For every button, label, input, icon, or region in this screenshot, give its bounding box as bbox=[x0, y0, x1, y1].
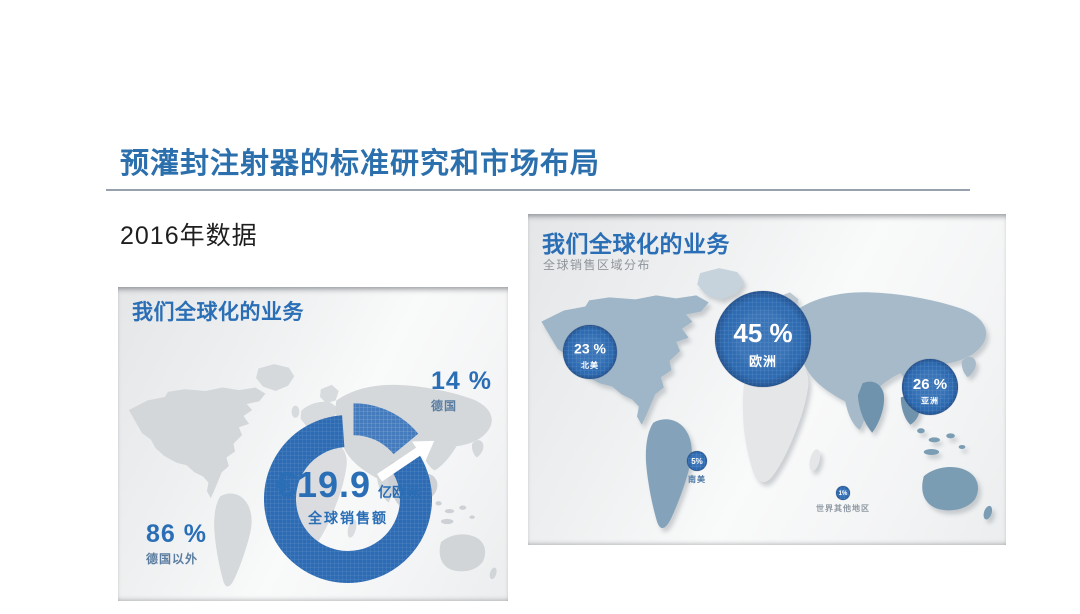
region-bubble-3: 5% 南美 bbox=[686, 450, 708, 484]
total-sales-label: 全球销售额 bbox=[308, 510, 388, 526]
germany-label: 德国 bbox=[431, 399, 458, 413]
region-bubble-2: 26 % 亚洲 bbox=[901, 358, 959, 416]
region-label: 北美 bbox=[581, 360, 599, 370]
page-title: 预灌封注射器的标准研究和市场布局 bbox=[120, 148, 601, 180]
total-sales-value: €19.9 bbox=[275, 464, 372, 505]
region-label: 世界其他地区 bbox=[816, 503, 870, 513]
region-bubble-chart: 45 % 欧洲 23 % 北美 26 % 亚洲 5% 南美 1% 世界其他地区 bbox=[562, 290, 959, 513]
regional-sales-panel: 45 % 欧洲 23 % 北美 26 % 亚洲 5% 南美 1% 世界其他地区 我们全球化的业务 … bbox=[528, 214, 1006, 545]
region-bubble-0: 45 % 欧洲 bbox=[714, 290, 812, 388]
title-underline bbox=[106, 189, 970, 191]
region-value: 45 % bbox=[733, 318, 792, 348]
germany-callout: 14 % 德国 bbox=[431, 367, 492, 414]
region-label: 南美 bbox=[688, 474, 706, 484]
region-value: 23 % bbox=[574, 341, 606, 357]
callout-pointer bbox=[376, 444, 426, 482]
region-bubble-4: 1% 世界其他地区 bbox=[816, 485, 870, 513]
non-germany-callout: 86 % 德国以外 bbox=[146, 520, 207, 567]
global-sales-panel: 我们全球化的业务 €19.9 亿欧元 全球销售额 14 % 德国 86 % 德国… bbox=[118, 287, 508, 601]
germany-percent: 14 % bbox=[431, 367, 492, 395]
region-bubble-1: 23 % 北美 bbox=[562, 324, 618, 380]
page-subtitle: 2016年数据 bbox=[120, 222, 258, 250]
total-sales-unit: 亿欧元 bbox=[378, 484, 421, 500]
non-germany-label: 德国以外 bbox=[146, 552, 199, 566]
region-label: 欧洲 bbox=[749, 354, 777, 369]
right-panel-subtitle: 全球销售区域分布 bbox=[543, 258, 652, 272]
region-value: 1% bbox=[839, 491, 848, 497]
region-value: 26 % bbox=[913, 376, 947, 393]
left-panel-title: 我们全球化的业务 bbox=[132, 301, 304, 324]
donut-chart bbox=[264, 403, 435, 583]
region-value: 5% bbox=[691, 457, 703, 466]
non-germany-percent: 86 % bbox=[146, 520, 207, 548]
callout-arrowhead bbox=[411, 440, 435, 462]
donut-exploded-slice bbox=[353, 403, 419, 455]
region-label: 亚洲 bbox=[921, 397, 939, 406]
donut-main-arc bbox=[264, 415, 432, 583]
right-panel-title: 我们全球化的业务 bbox=[542, 231, 730, 257]
donut-center-text: €19.9 亿欧元 全球销售额 bbox=[248, 464, 448, 528]
